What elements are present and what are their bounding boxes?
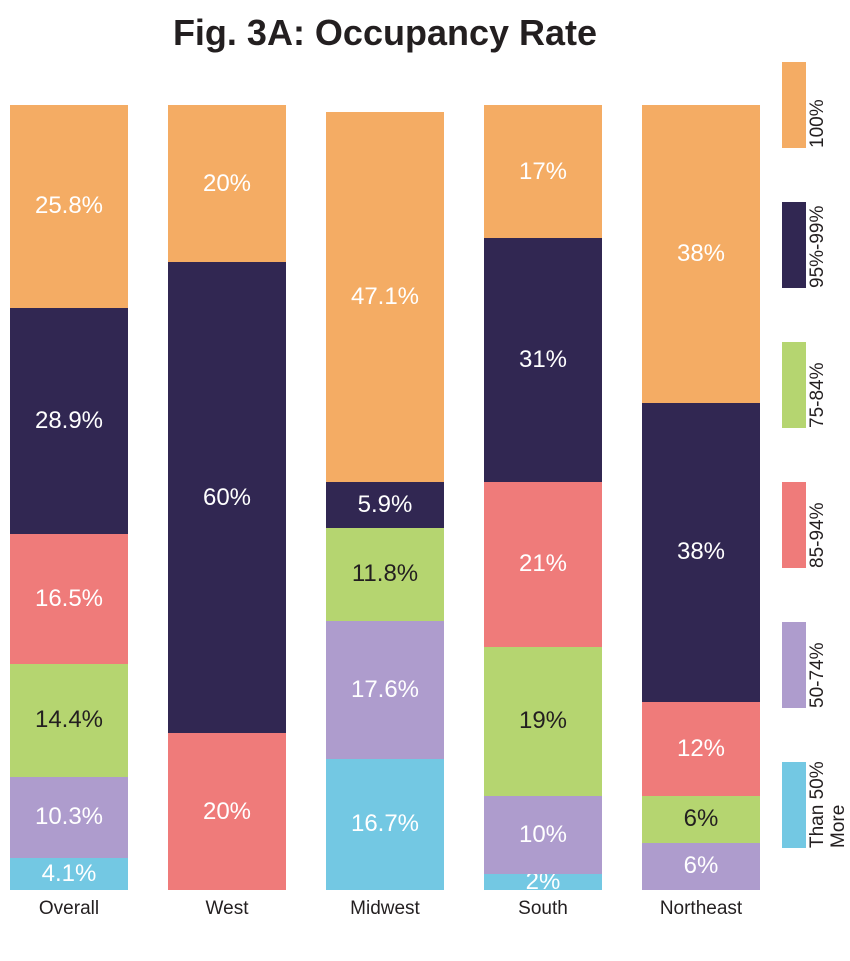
segment: 16.7% bbox=[326, 759, 444, 890]
segment-label: 47.1% bbox=[351, 283, 419, 311]
category-label: Midwest bbox=[326, 898, 444, 920]
bar-south: 2% 10% 19% 21% 31% 17% bbox=[484, 105, 602, 890]
legend-label: 95%-99% bbox=[807, 206, 829, 288]
chart-title: Fig. 3A: Occupancy Rate bbox=[0, 12, 770, 54]
legend-label: 50-74% bbox=[807, 643, 829, 709]
segment: 10% bbox=[484, 796, 602, 875]
segment-label: 28.9% bbox=[35, 407, 103, 435]
bar-northeast: 6% 6% 12% 38% 38% bbox=[642, 105, 760, 890]
segment: 2% bbox=[484, 874, 602, 890]
segment: 38% bbox=[642, 403, 760, 701]
legend-swatch bbox=[782, 622, 806, 708]
segment: 5.9% bbox=[326, 482, 444, 528]
segment-label: 21% bbox=[519, 550, 567, 578]
segment-label: 5.9% bbox=[358, 491, 413, 519]
segment: 11.8% bbox=[326, 528, 444, 621]
segment-label: 14.4% bbox=[35, 706, 103, 734]
segment-label: 16.7% bbox=[351, 810, 419, 838]
segment: 4.1% bbox=[10, 858, 128, 890]
segment: 47.1% bbox=[326, 112, 444, 482]
segment: 60% bbox=[168, 262, 286, 733]
segment-label: 10.3% bbox=[35, 803, 103, 831]
segment: 19% bbox=[484, 647, 602, 796]
segment-label: 17.6% bbox=[351, 676, 419, 704]
segment-label: 10% bbox=[519, 821, 567, 849]
segment: 21% bbox=[484, 482, 602, 647]
segment: 20% bbox=[168, 105, 286, 262]
bar-overall: 4.1% 10.3% 14.4% 16.5% 28.9% 25.8% bbox=[10, 105, 128, 890]
category-label: Northeast bbox=[642, 898, 760, 920]
legend-swatch bbox=[782, 762, 806, 848]
segment: 17% bbox=[484, 105, 602, 238]
segment: 6% bbox=[642, 796, 760, 843]
segment-label: 20% bbox=[203, 798, 251, 826]
segment-label: 19% bbox=[519, 707, 567, 735]
segment: 17.6% bbox=[326, 621, 444, 759]
legend-label: 100% bbox=[807, 99, 829, 148]
bar-west: 20% 60% 20% bbox=[168, 105, 286, 890]
segment: 38% bbox=[642, 105, 760, 403]
legend-label: Than 50% bbox=[807, 761, 829, 848]
segment: 31% bbox=[484, 238, 602, 481]
segment-label: 17% bbox=[519, 158, 567, 186]
segment-label: 6% bbox=[684, 852, 719, 880]
segment-label: 6% bbox=[684, 805, 719, 833]
segment-label: 38% bbox=[677, 538, 725, 566]
segment-label: 38% bbox=[677, 240, 725, 268]
segment-label: 25.8% bbox=[35, 192, 103, 220]
segment: 6% bbox=[642, 843, 760, 890]
segment-label: 60% bbox=[203, 484, 251, 512]
segment: 10.3% bbox=[10, 777, 128, 858]
segment-label: 16.5% bbox=[35, 585, 103, 613]
legend-swatch bbox=[782, 202, 806, 288]
segment-label: 20% bbox=[203, 170, 251, 198]
segment: 16.5% bbox=[10, 534, 128, 664]
legend-label: 85-94% bbox=[807, 503, 829, 569]
segment: 20% bbox=[168, 733, 286, 890]
category-label: West bbox=[168, 898, 286, 920]
legend-swatch bbox=[782, 342, 806, 428]
segment: 12% bbox=[642, 702, 760, 796]
segment: 28.9% bbox=[10, 308, 128, 535]
legend-label: 75-84% bbox=[807, 363, 829, 429]
segment-label: 31% bbox=[519, 346, 567, 374]
category-label: South bbox=[484, 898, 602, 920]
bars-area: 4.1% 10.3% 14.4% 16.5% 28.9% 25.8% 20% 60% 20% 16… bbox=[10, 105, 765, 890]
segment-label: 4.1% bbox=[42, 860, 97, 888]
legend-swatch bbox=[782, 62, 806, 148]
segment: 25.8% bbox=[10, 105, 128, 308]
segment-label: 12% bbox=[677, 735, 725, 763]
category-label: Overall bbox=[10, 898, 128, 920]
chart-stage: Fig. 3A: Occupancy Rate 4.1% 10.3% 14.4% 16… bbox=[0, 0, 850, 961]
segment-label: 11.8% bbox=[352, 560, 418, 588]
segment: 14.4% bbox=[10, 664, 128, 777]
legend-swatch bbox=[782, 482, 806, 568]
legend-label: More bbox=[828, 805, 850, 848]
bar-midwest: 16.7% 17.6% 11.8% 5.9% 47.1% bbox=[326, 105, 444, 890]
